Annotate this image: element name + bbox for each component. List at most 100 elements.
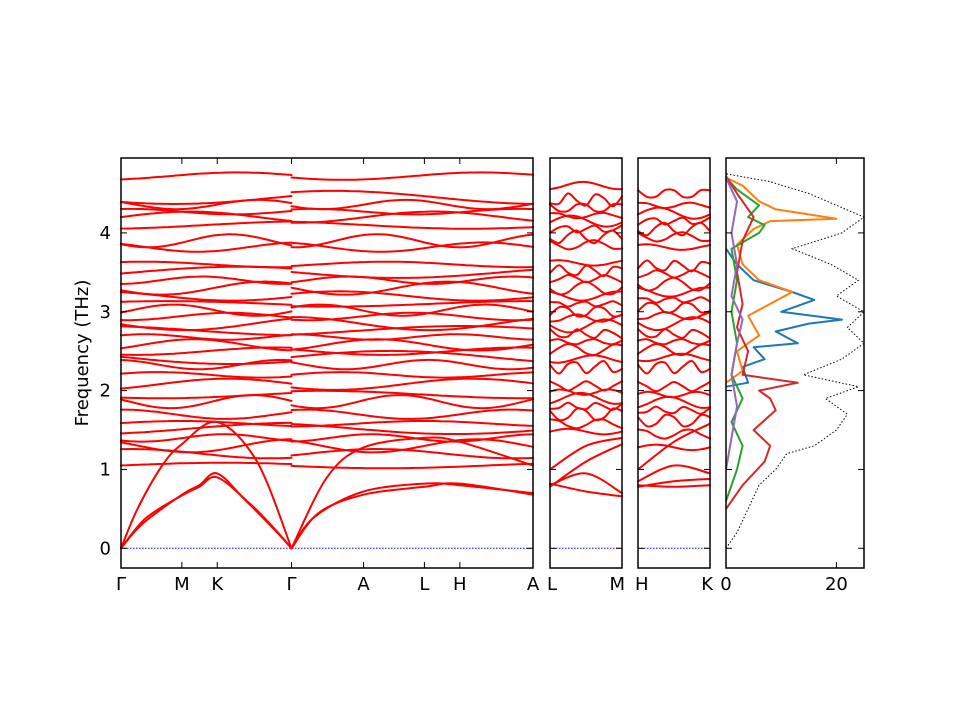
- phonon-band: [120, 210, 293, 222]
- dos-partial-curve: [725, 175, 799, 510]
- phonon-band: [120, 448, 293, 460]
- phonon-band: [637, 231, 711, 243]
- phonon-band: [549, 318, 623, 334]
- dos-partial-curve: [725, 177, 744, 470]
- phonon-band: [549, 180, 623, 191]
- phonon-band: [637, 352, 711, 363]
- phonon-band: [290, 333, 534, 341]
- phonon-band: [290, 338, 534, 352]
- phonon-band: [290, 482, 534, 550]
- panel-frame: [637, 157, 711, 569]
- phonon-band: [637, 428, 711, 440]
- phonon-band: [120, 461, 293, 467]
- high-symmetry-label: A: [527, 574, 540, 595]
- high-symmetry-label: K: [701, 574, 714, 595]
- phonon-band: [549, 354, 623, 364]
- dos-x-tick-label: 20: [825, 574, 848, 595]
- phonon-band: [290, 268, 534, 279]
- phonon-band: [290, 371, 534, 379]
- phonon-band: [549, 427, 623, 436]
- phonon-band: [120, 421, 293, 435]
- phonon-band: [637, 343, 711, 357]
- y-tick-label: 1: [100, 459, 111, 480]
- phonon-band: [290, 482, 534, 550]
- phonon-band: [637, 201, 711, 210]
- phonon-band: [549, 436, 623, 471]
- phonon-band: [549, 338, 623, 346]
- phonon-band: [120, 171, 293, 181]
- high-symmetry-label: M: [174, 574, 190, 595]
- phonon-band: [549, 300, 623, 308]
- phonon-band: [120, 408, 293, 420]
- phonon-band: [290, 462, 534, 470]
- phonon-band: [120, 280, 293, 296]
- phonon-band: [290, 377, 534, 391]
- phonon-band: [290, 423, 534, 435]
- high-symmetry-label: M: [609, 574, 625, 595]
- dos-panel: 0 20: [720, 157, 866, 595]
- phonon-band: [120, 233, 293, 249]
- phonon-band: [290, 436, 534, 550]
- y-tick-label: 0: [100, 538, 111, 559]
- high-symmetry-label: H: [453, 574, 467, 595]
- phonon-band: [637, 311, 711, 321]
- phonon-band: [637, 359, 711, 375]
- phonon-band: [120, 433, 293, 443]
- phonon-band: [637, 259, 711, 273]
- phonon-band: [290, 241, 534, 253]
- phonon-band: [290, 325, 534, 336]
- phonon-band: [549, 290, 623, 302]
- phonon-band: [290, 260, 534, 269]
- high-symmetry-label: L: [547, 574, 557, 595]
- phonon-band: [549, 328, 623, 340]
- panel-frame: [725, 157, 865, 569]
- panel-frame: [120, 157, 534, 569]
- phonon-band: [120, 198, 293, 211]
- phonon-band: [120, 420, 293, 550]
- phonon-band: [290, 358, 534, 371]
- phonon-band: [290, 171, 534, 181]
- high-symmetry-label: K: [211, 574, 224, 595]
- phonon-band: [549, 305, 623, 318]
- phonon-band: [290, 448, 534, 460]
- phonon-band: [290, 198, 534, 211]
- phonon-band: [637, 395, 711, 409]
- band-panel-main: 0 1 2 3 4 Γ M K Γ A L H A: [100, 157, 540, 595]
- phonon-band: [120, 392, 293, 400]
- phonon-band: [549, 380, 623, 392]
- phonon-band: [637, 316, 711, 332]
- phonon-band: [290, 408, 534, 420]
- phonon-band: [120, 303, 293, 317]
- phonon-band: [549, 224, 623, 234]
- phonon-band: [637, 443, 711, 452]
- y-tick-label: 3: [100, 302, 111, 323]
- phonon-band: [637, 338, 711, 346]
- panel-frame: [549, 157, 623, 569]
- phonon-band: [120, 377, 293, 390]
- phonon-band: [637, 296, 711, 304]
- y-tick-label: 2: [100, 381, 111, 402]
- phonon-band: [637, 301, 711, 314]
- phonon-band: [637, 243, 711, 251]
- phonon-band: [549, 273, 623, 284]
- phonon-band: [290, 220, 534, 230]
- phonon-band: [290, 303, 534, 317]
- phonon-band: [120, 371, 293, 379]
- phonon-band: [290, 433, 534, 443]
- phonon-band: [120, 355, 293, 366]
- phonon-band: [549, 443, 623, 488]
- phonon-band: [290, 419, 534, 428]
- high-symmetry-label: A: [357, 574, 370, 595]
- phonon-band: [120, 195, 293, 205]
- y-axis-label: Frequency (THz): [72, 280, 93, 427]
- phonon-band: [549, 343, 623, 357]
- phonon-band: [290, 210, 534, 224]
- phonon-band: [637, 286, 711, 298]
- phonon-band: [120, 317, 293, 332]
- phonon-band: [549, 313, 623, 323]
- phonon-band: [637, 381, 711, 393]
- phonon-band: [637, 216, 711, 226]
